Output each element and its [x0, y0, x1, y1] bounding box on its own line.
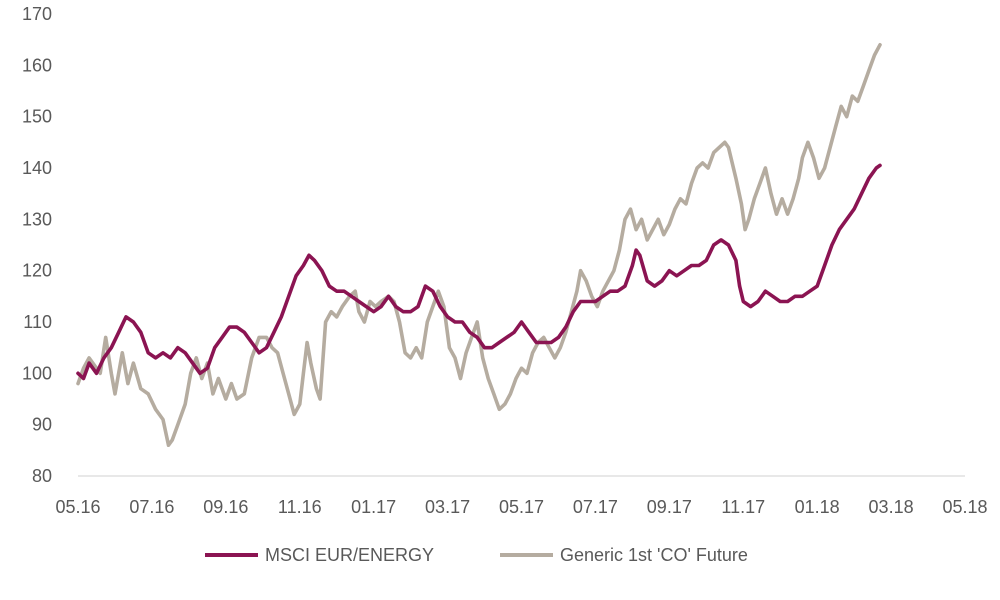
y-tick-label: 120: [22, 261, 52, 281]
y-tick-label: 80: [32, 466, 52, 486]
x-tick-label: 05.18: [942, 497, 987, 517]
x-tick-label: 07.17: [573, 497, 618, 517]
x-tick-label: 09.16: [203, 497, 248, 517]
y-tick-label: 140: [22, 158, 52, 178]
y-tick-label: 170: [22, 4, 52, 24]
series-line-generic-co-future: [76, 43, 882, 447]
x-tick-label: 05.17: [499, 497, 544, 517]
x-tick-label: 09.17: [647, 497, 692, 517]
x-axis-ticks: 05.16 07.16 09.16 11.16 01.17 03.17 05.17 07.17…: [55, 497, 987, 517]
x-tick-label: 03.18: [869, 497, 914, 517]
legend-label: MSCI EUR/ENERGY: [265, 545, 434, 565]
y-tick-label: 150: [22, 107, 52, 127]
legend-label: Generic 1st 'CO' Future: [560, 545, 748, 565]
y-tick-label: 90: [32, 415, 52, 435]
x-tick-label: 03.17: [425, 497, 470, 517]
x-tick-label: 11.17: [721, 497, 765, 517]
x-tick-label: 01.18: [795, 497, 840, 517]
x-tick-label: 07.16: [129, 497, 174, 517]
y-tick-label: 110: [23, 312, 52, 332]
y-axis-ticks: 80 90 100 110 120 130 140 150 160 170: [22, 4, 52, 486]
x-tick-label: 11.16: [278, 497, 322, 517]
y-tick-label: 130: [22, 209, 52, 229]
y-tick-label: 100: [22, 363, 52, 383]
x-tick-label: 01.17: [351, 497, 396, 517]
y-tick-label: 160: [22, 55, 52, 75]
legend: MSCI EUR/ENERGY Generic 1st 'CO' Future: [205, 545, 748, 565]
series-line-msci-eur-energy: [76, 163, 882, 381]
x-tick-label: 05.16: [55, 497, 100, 517]
series-lines: [76, 43, 882, 447]
